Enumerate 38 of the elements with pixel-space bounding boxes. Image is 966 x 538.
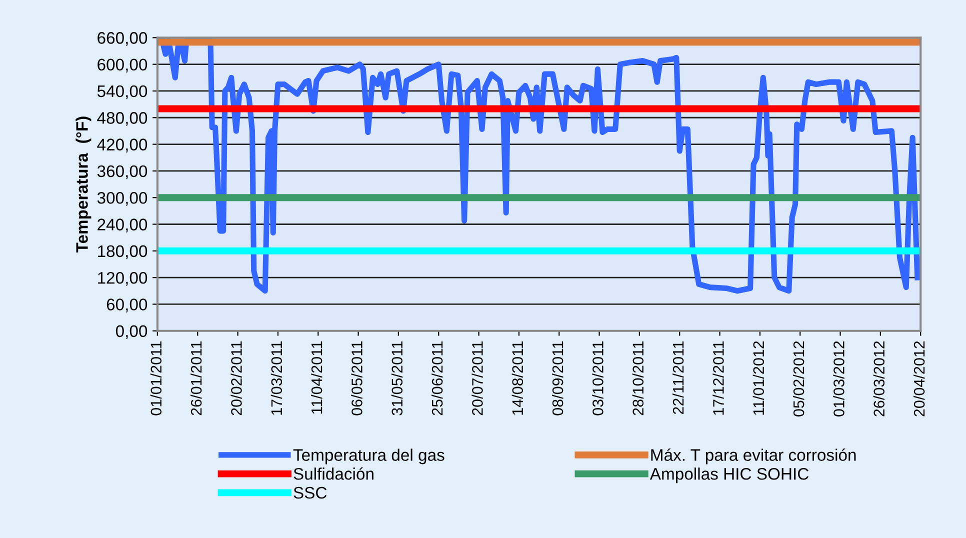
y-tick-label: 120,00 [98,272,148,286]
x-tick-label: 06/05/2011 [351,341,362,416]
x-tick-label: 17/12/2011 [712,341,724,415]
legend-label: Sulfidación [294,467,374,480]
x-tick-label: 20/07/2011 [472,341,483,416]
x-tick-label: 01/03/2012 [833,341,844,416]
legend-label: Máx. T para evitar corrosión [651,448,856,464]
y-tick-label: 360,00 [97,165,148,180]
legend-label: SSC [294,486,327,499]
x-tick-label: 17/03/2011 [270,341,282,415]
y-tick-label: 540,00 [97,85,148,100]
x-tick-label: 31/05/2011 [391,341,403,416]
legend-label: Temperatura del gas [293,448,444,464]
y-tick-label: 420,00 [97,138,148,152]
x-tick-label: 03/10/2011 [592,341,604,416]
x-tick-label: 08/09/2011 [552,341,564,416]
x-tick-label: 26/01/2011 [190,341,202,416]
x-tick-label: 14/08/2011 [512,341,524,415]
y-tick-label: 60,00 [106,298,148,312]
x-tick-label: 05/02/2012 [792,341,804,416]
y-tick-label: 600,00 [98,58,148,72]
x-tick-label: 20/04/2012 [913,341,925,416]
y-tick-label: 0,00 [116,325,148,340]
x-tick-label: 22/11/2011 [672,341,684,414]
legend-label: Ampollas HIC SOHIC [650,468,809,484]
x-tick-label: 26/03/2012 [873,341,885,416]
x-tick-label: 20/02/2011 [230,341,242,416]
y-tick-label: 300,00 [97,192,148,206]
y-tick-label: 180,00 [98,245,148,260]
y-tick-label: 660,00 [98,32,148,46]
x-tick-label: 25/06/2011 [431,341,443,416]
x-tick-label: 28/10/2011 [632,341,644,416]
y-axis-title: Temperatura (°F) [76,116,92,253]
y-tick-label: 480,00 [97,112,148,126]
x-tick-label: 11/01/2012 [752,341,764,415]
x-tick-label: 01/01/2011 [150,341,162,416]
x-tick-label: 11/04/2011 [311,341,322,414]
y-tick-label: 240,00 [98,218,148,232]
